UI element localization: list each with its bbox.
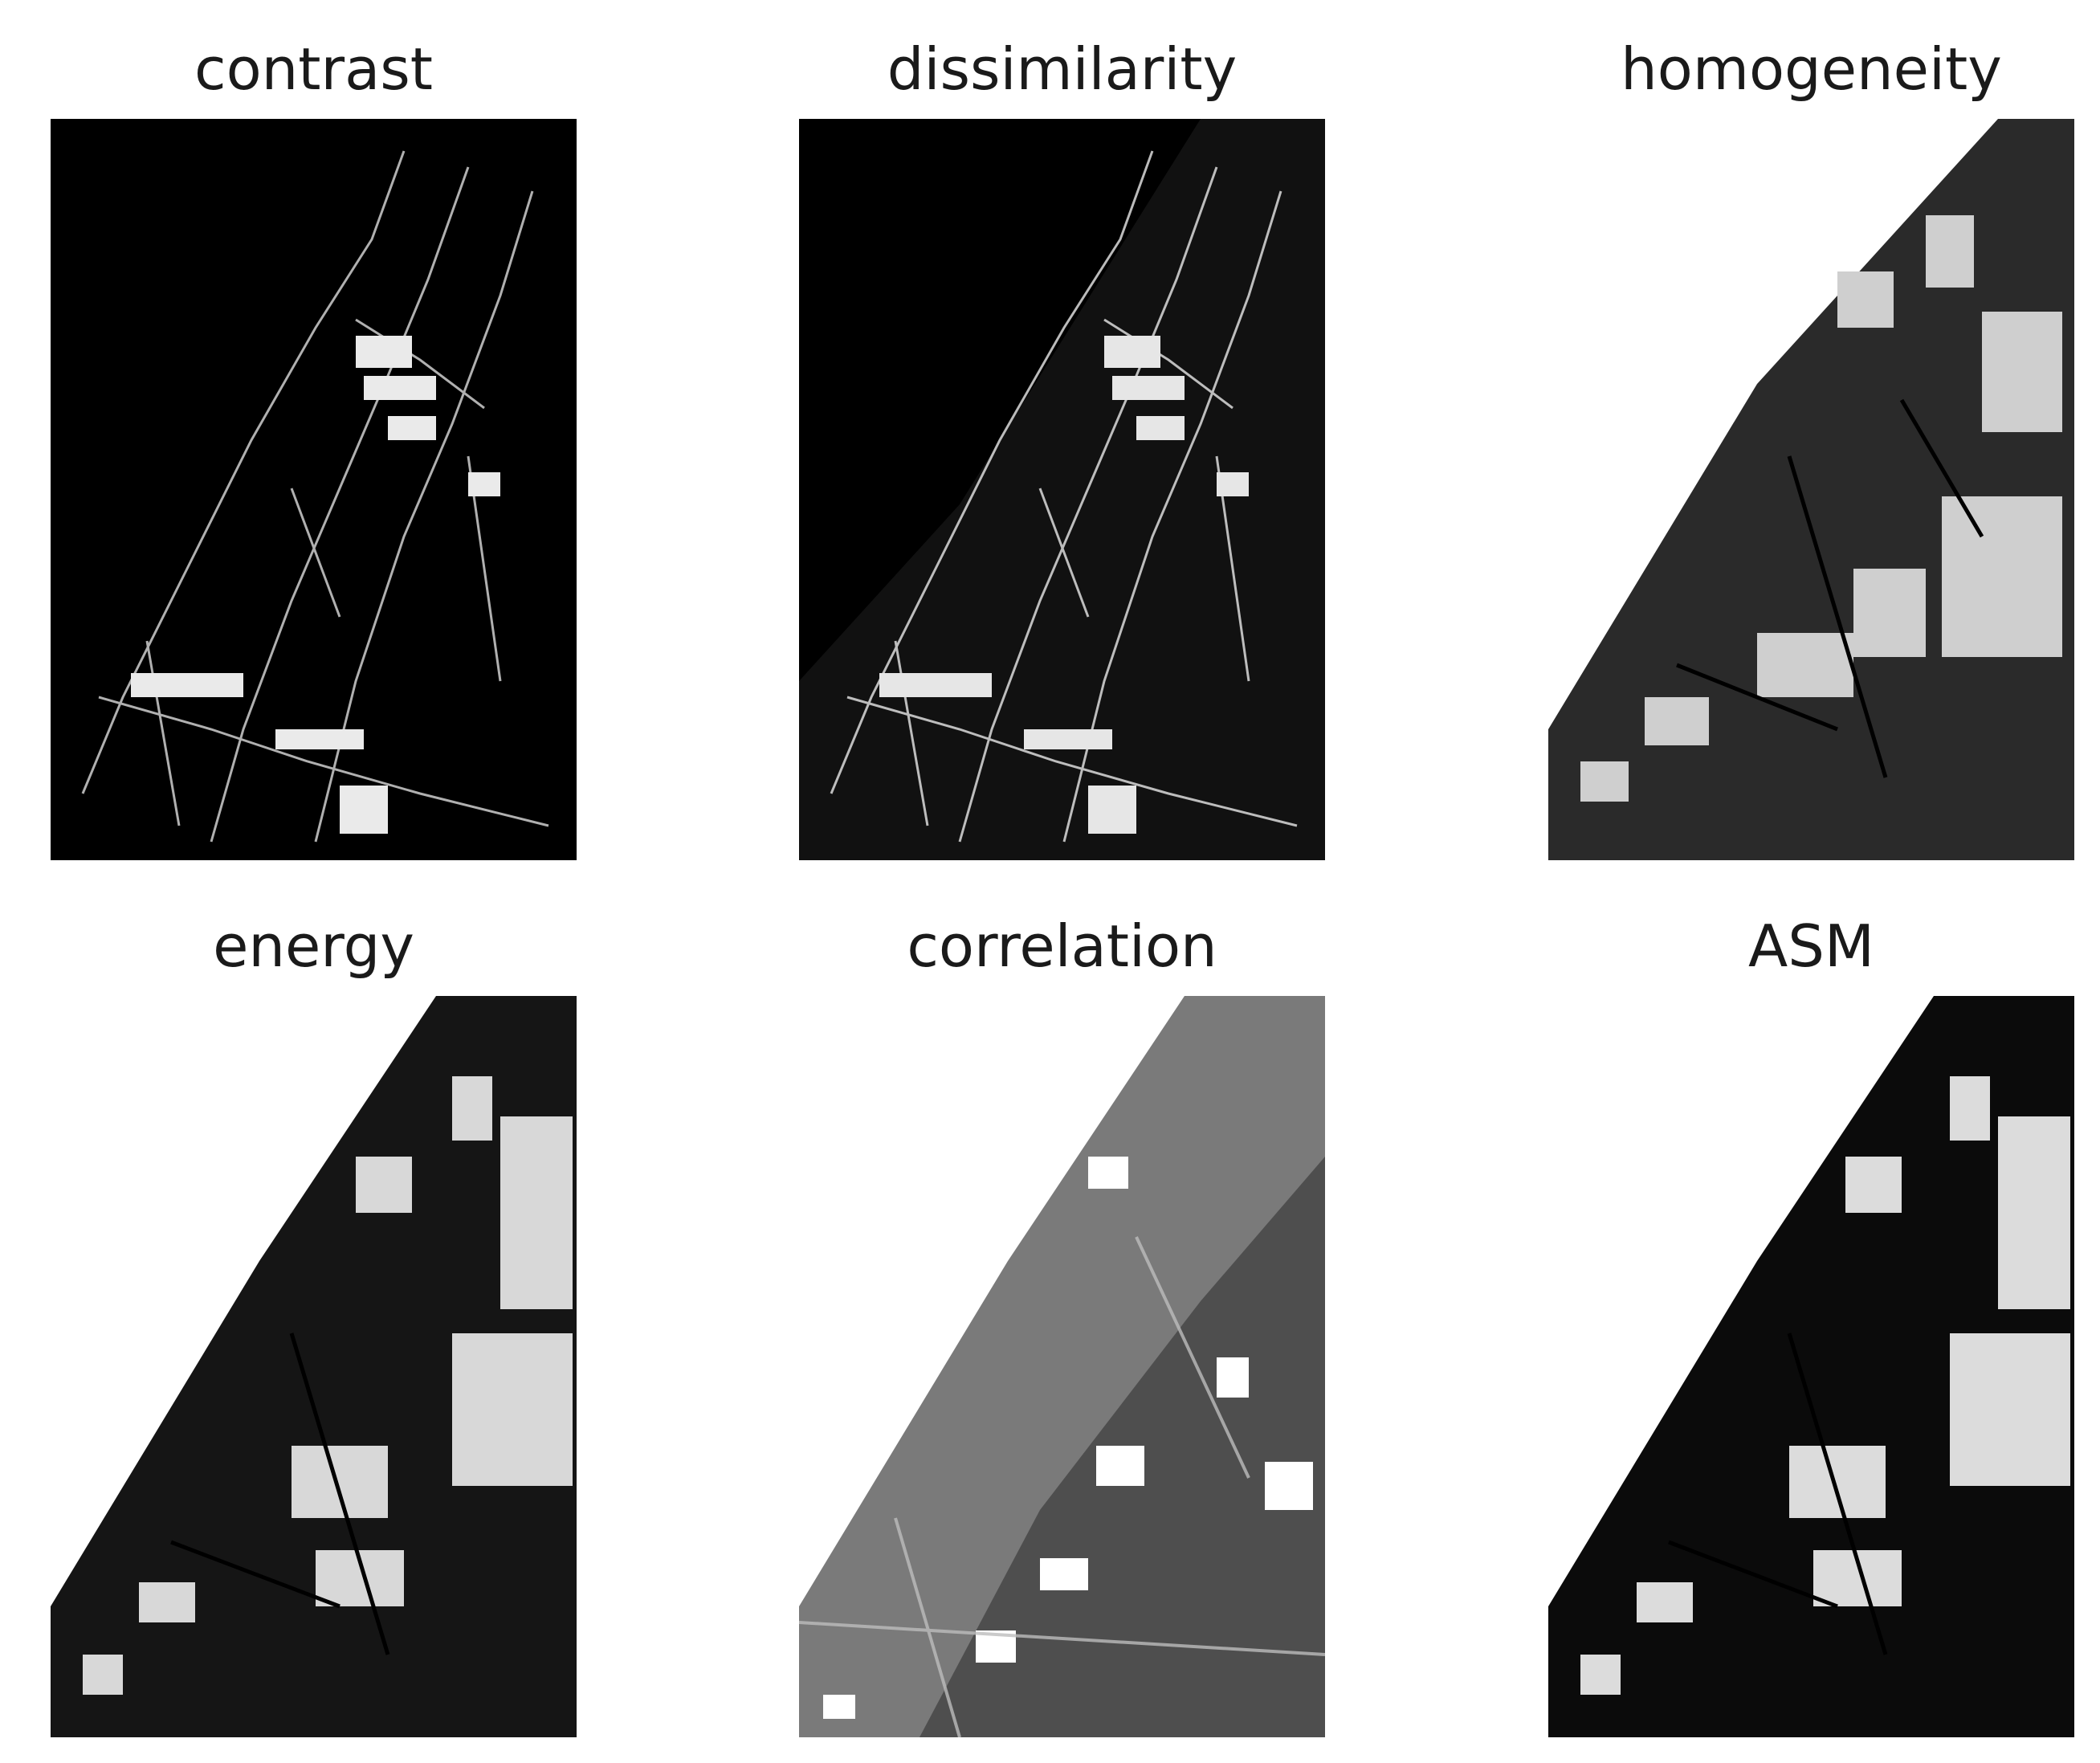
panel-energy: energy xyxy=(51,909,577,1737)
correlation-map xyxy=(799,996,1325,1737)
dissimilarity-map xyxy=(799,119,1325,860)
panel-correlation: correlation xyxy=(799,909,1325,1737)
panel-title: homogeneity xyxy=(1621,35,2002,103)
panel-title: ASM xyxy=(1747,912,1875,980)
energy-map xyxy=(51,996,577,1737)
panel-asm: ASM xyxy=(1548,909,2074,1737)
panel-contrast: contrast xyxy=(51,32,577,860)
panel-dissimilarity: dissimilarity xyxy=(799,32,1325,860)
panel-title: correlation xyxy=(907,912,1217,980)
asm-map xyxy=(1548,996,2074,1737)
panel-title: dissimilarity xyxy=(887,35,1238,103)
contrast-map xyxy=(51,119,577,860)
homogeneity-map xyxy=(1548,119,2074,860)
panel-homogeneity: homogeneity xyxy=(1548,32,2074,860)
panel-title: contrast xyxy=(194,35,433,103)
panel-title: energy xyxy=(213,912,414,980)
